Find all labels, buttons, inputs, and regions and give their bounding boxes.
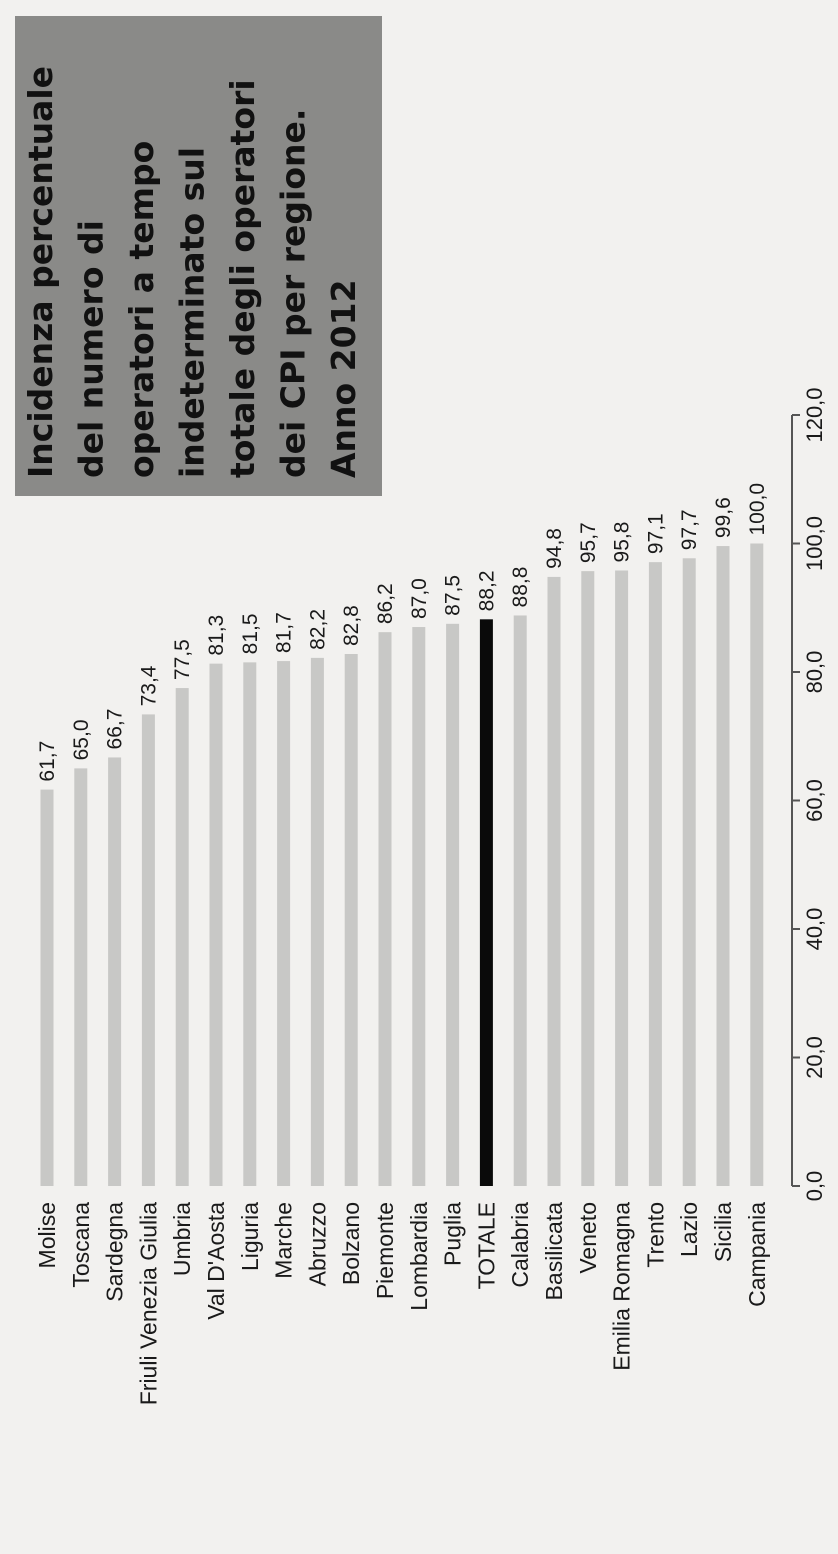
category-label: Bolzano — [338, 1202, 364, 1285]
bar-value-label: 94,8 — [543, 528, 566, 569]
category-label: Piemonte — [372, 1202, 398, 1299]
category-label: Veneto — [575, 1202, 601, 1274]
category-label: Molise — [34, 1202, 60, 1268]
axis-tick-label: 100,0 — [802, 516, 827, 571]
bar-emilia-romagna — [615, 570, 629, 1186]
bar-veneto — [581, 571, 595, 1186]
category-label: Trento — [642, 1202, 668, 1268]
axis-tick-label: 120,0 — [802, 387, 827, 442]
category-label: TOTALE — [473, 1202, 499, 1289]
axis-tick-label: 40,0 — [802, 908, 827, 951]
bar-value-label: 86,2 — [374, 583, 397, 624]
bar-sicilia — [716, 546, 730, 1186]
bar-value-label: 61,7 — [36, 741, 59, 782]
bar-totale — [479, 619, 493, 1186]
category-label: Marche — [271, 1202, 297, 1279]
axis-tick-label: 80,0 — [802, 651, 827, 694]
bar-value-label: 100,0 — [746, 483, 769, 536]
bar-value-label: 73,4 — [137, 665, 160, 706]
category-label: Emilia Romagna — [609, 1202, 635, 1371]
bar-molise — [40, 789, 54, 1186]
category-label: Calabria — [507, 1202, 533, 1288]
bar-sardegna — [108, 757, 122, 1186]
bar-marche — [277, 661, 291, 1186]
axis-tick-label: 0,0 — [802, 1171, 827, 1202]
bar-value-label: 97,1 — [644, 513, 667, 554]
chart-title-line: del numero di — [72, 220, 111, 478]
category-label: Liguria — [237, 1202, 263, 1271]
chart-title-line: Incidenza percentuale — [21, 66, 60, 478]
category-label: Basilicata — [541, 1202, 567, 1301]
category-label: Lombardia — [406, 1202, 432, 1311]
bar-campania — [750, 543, 764, 1186]
bar-piemonte — [378, 632, 392, 1186]
bar-value-label: 81,3 — [205, 615, 228, 656]
bar-friuli-venezia-giulia — [141, 714, 155, 1186]
bar-value-label: 97,7 — [678, 509, 701, 550]
bar-puglia — [446, 623, 460, 1186]
title-box-background — [15, 16, 382, 496]
category-label: Val D'Aosta — [203, 1202, 229, 1320]
bar-calabria — [513, 615, 527, 1186]
chart-title-box: Incidenza percentuale del numero di operat… — [15, 16, 382, 496]
bar-trento — [648, 562, 662, 1186]
bar-value-label: 95,8 — [611, 522, 634, 563]
bar-value-label: 82,8 — [340, 605, 363, 646]
bar-value-label: 66,7 — [104, 709, 127, 750]
bar-value-label: 88,8 — [509, 567, 532, 608]
chart-title-line: dei CPI per regione. — [274, 109, 313, 478]
bar-value-label: 95,7 — [577, 522, 600, 563]
bar-value-label: 81,5 — [239, 613, 262, 654]
bar-value-label: 81,7 — [273, 612, 296, 653]
axis-tick-label: 20,0 — [802, 1036, 827, 1079]
bar-val-d-aosta — [209, 663, 223, 1186]
category-label: Puglia — [440, 1202, 466, 1266]
bar-lombardia — [412, 627, 426, 1186]
bar-value-label: 87,5 — [442, 575, 465, 616]
bar-value-label: 82,2 — [306, 609, 329, 650]
bar-value-label: 77,5 — [171, 639, 194, 680]
category-label: Friuli Venezia Giulia — [135, 1202, 161, 1405]
bar-value-label: 88,2 — [475, 570, 498, 611]
bar-liguria — [243, 662, 257, 1186]
chart-title-line: operatori a tempo — [122, 141, 161, 478]
bar-abruzzo — [310, 657, 324, 1186]
chart-title-line: totale degli operatori — [223, 79, 262, 478]
bar-basilicata — [547, 576, 561, 1186]
bar-toscana — [74, 768, 88, 1186]
bar-lazio — [682, 558, 696, 1186]
category-label: Sardegna — [102, 1202, 128, 1302]
category-label: Campania — [744, 1202, 770, 1307]
chart-title-line: indeterminato sul — [173, 147, 212, 478]
category-label: Sicilia — [710, 1202, 736, 1262]
category-label: Lazio — [676, 1202, 702, 1257]
category-label: Abruzzo — [304, 1202, 330, 1286]
bar-bolzano — [344, 654, 358, 1186]
category-label: Toscana — [68, 1202, 94, 1288]
chart-title-line: Anno 2012 — [324, 279, 363, 478]
bar-umbria — [175, 688, 189, 1186]
bar-value-label: 87,0 — [408, 578, 431, 619]
category-label: Umbria — [169, 1202, 195, 1276]
bar-value-label: 65,0 — [70, 720, 93, 761]
axis-tick-label: 60,0 — [802, 779, 827, 822]
bar-value-label: 99,6 — [712, 497, 735, 538]
